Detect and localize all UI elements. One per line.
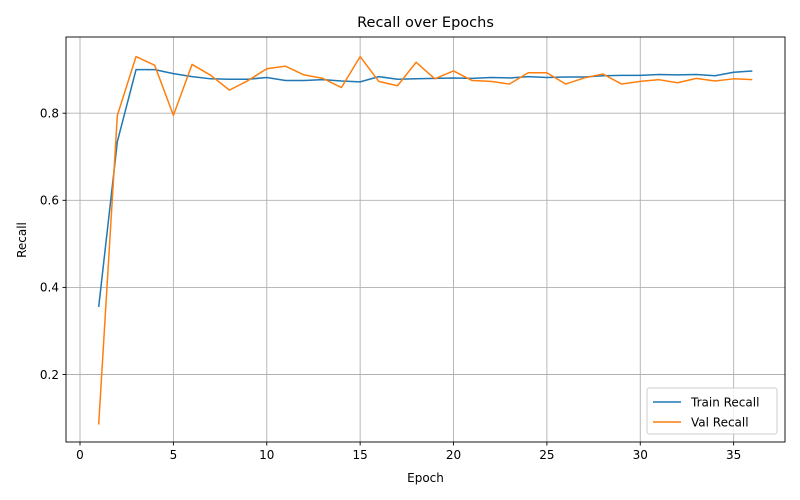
x-tick-label: 20 xyxy=(446,448,461,462)
x-tick-label: 10 xyxy=(259,448,274,462)
legend: Train Recall Val Recall xyxy=(646,387,778,435)
x-tick-label: 5 xyxy=(170,448,178,462)
y-axis-label: Recall xyxy=(15,222,29,258)
plot-frame xyxy=(65,36,786,443)
val-recall-legend-label: Val Recall xyxy=(691,415,749,429)
x-tick-label: 35 xyxy=(726,448,741,462)
y-tick-label: 0.4 xyxy=(40,281,59,295)
x-tick-label: 15 xyxy=(352,448,367,462)
chart-title: Recall over Epochs xyxy=(357,15,494,31)
y-tick-label: 0.8 xyxy=(40,107,59,121)
y-tick-label: 0.6 xyxy=(40,194,59,208)
x-tick-label: 30 xyxy=(633,448,648,462)
grid-layer xyxy=(66,37,785,442)
x-axis-label: Epoch xyxy=(407,471,444,485)
y-tick-label: 0.2 xyxy=(40,368,59,382)
train-recall-legend-label: Train Recall xyxy=(690,395,759,409)
tick-layer: 0 5 10 15 20 25 30 35 0.2 0.4 0.6 0.8 xyxy=(40,107,741,462)
series-layer xyxy=(97,55,753,425)
x-tick-label: 0 xyxy=(76,448,84,462)
train-recall-line xyxy=(97,68,753,308)
val-recall-line xyxy=(97,55,753,425)
x-tick-label: 25 xyxy=(539,448,554,462)
